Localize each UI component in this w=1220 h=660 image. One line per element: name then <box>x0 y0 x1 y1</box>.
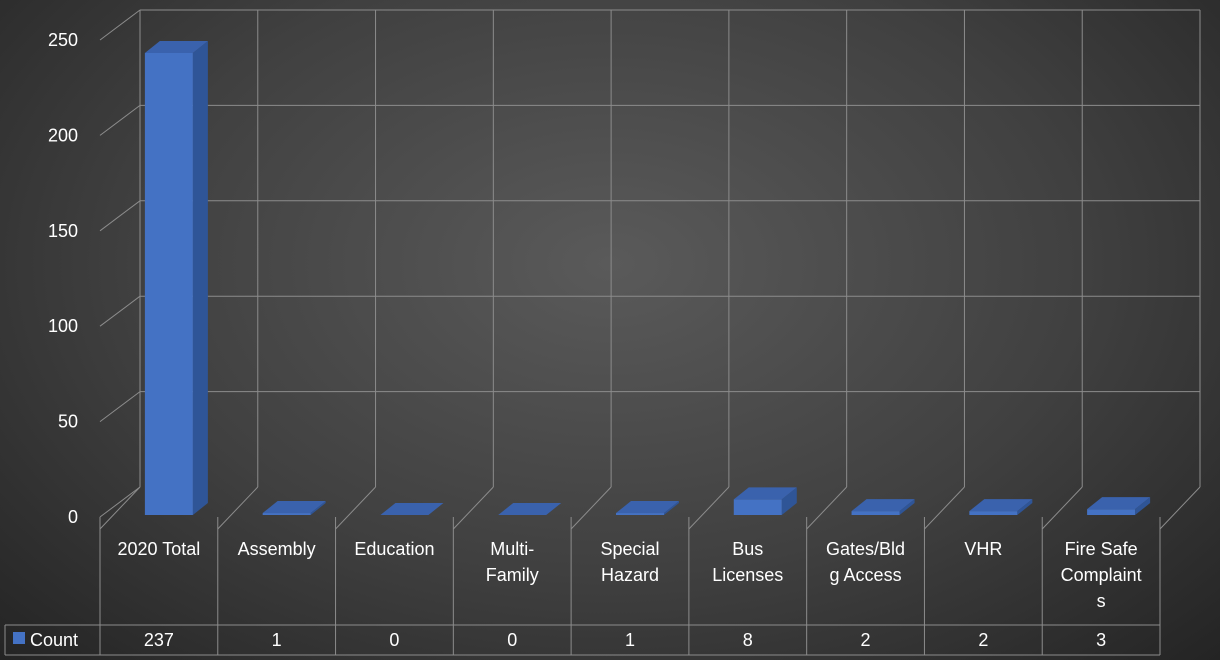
table-value: 2 <box>861 630 871 650</box>
bar-side <box>192 41 208 515</box>
bar-side <box>899 499 915 515</box>
floor-depth-line <box>217 486 259 530</box>
category-label: Bus <box>732 539 763 559</box>
category-label: VHR <box>964 539 1002 559</box>
table-value: 0 <box>507 630 517 650</box>
floor-depth-line <box>570 486 612 530</box>
gridline-side <box>99 391 141 423</box>
y-tick-label: 50 <box>58 412 78 432</box>
gridline-side <box>99 295 141 327</box>
category-label: Hazard <box>601 565 659 585</box>
y-tick-label: 100 <box>48 316 78 336</box>
legend-swatch <box>13 632 25 644</box>
table-value: 8 <box>743 630 753 650</box>
bar-side <box>1135 497 1151 515</box>
floor-depth-line <box>924 486 965 530</box>
table-value: 2 <box>978 630 988 650</box>
bar-side <box>1017 499 1033 515</box>
category-label: Education <box>354 539 434 559</box>
floor-depth-line <box>1041 486 1083 530</box>
category-label: Gates/Bld <box>826 539 905 559</box>
y-tick-label: 250 <box>48 30 78 50</box>
bar <box>144 53 193 515</box>
category-label: Complaint <box>1061 565 1142 585</box>
floor-depth-line <box>688 486 730 530</box>
category-label: Special <box>600 539 659 559</box>
y-tick-label: 150 <box>48 221 78 241</box>
bar <box>851 511 900 515</box>
gridline-side <box>99 486 141 518</box>
floor-depth-line <box>1159 486 1201 530</box>
bar-top <box>1087 497 1151 510</box>
category-label: Assembly <box>238 539 316 559</box>
category-label: Multi- <box>490 539 534 559</box>
table-value: 3 <box>1096 630 1106 650</box>
floor-depth-line <box>806 486 848 530</box>
bar-top <box>144 41 208 53</box>
floor-depth-line <box>335 486 376 530</box>
bar <box>733 499 782 515</box>
category-label: s <box>1097 591 1106 611</box>
y-tick-label: 0 <box>68 507 78 527</box>
bar-top <box>380 503 444 515</box>
y-tick-label: 200 <box>48 125 78 145</box>
bar <box>1087 509 1136 515</box>
table-value: 237 <box>144 630 174 650</box>
bar-side <box>664 501 679 515</box>
bar-top <box>851 499 915 512</box>
category-label: Licenses <box>712 565 783 585</box>
floor-depth-line <box>452 486 494 530</box>
bar <box>262 513 311 515</box>
floor-depth-line <box>99 486 141 530</box>
table-value: 1 <box>272 630 282 650</box>
bar <box>616 513 664 515</box>
legend-label: Count <box>30 630 78 650</box>
bar-top <box>969 499 1033 512</box>
bar-top <box>733 487 797 500</box>
gridline-side <box>99 9 141 41</box>
bar-side <box>310 501 326 515</box>
table-value: 0 <box>389 630 399 650</box>
category-label: g Access <box>830 565 902 585</box>
gridline-side <box>99 105 141 136</box>
bar-top <box>616 501 679 514</box>
category-label: 2020 Total <box>118 539 201 559</box>
table-value: 1 <box>625 630 635 650</box>
bar-top <box>262 501 326 514</box>
gridline-side <box>99 200 141 232</box>
bar-side <box>781 487 797 515</box>
category-label: Fire Safe <box>1065 539 1138 559</box>
category-label: Family <box>486 565 539 585</box>
bar <box>969 511 1018 515</box>
bar-top <box>498 503 562 515</box>
